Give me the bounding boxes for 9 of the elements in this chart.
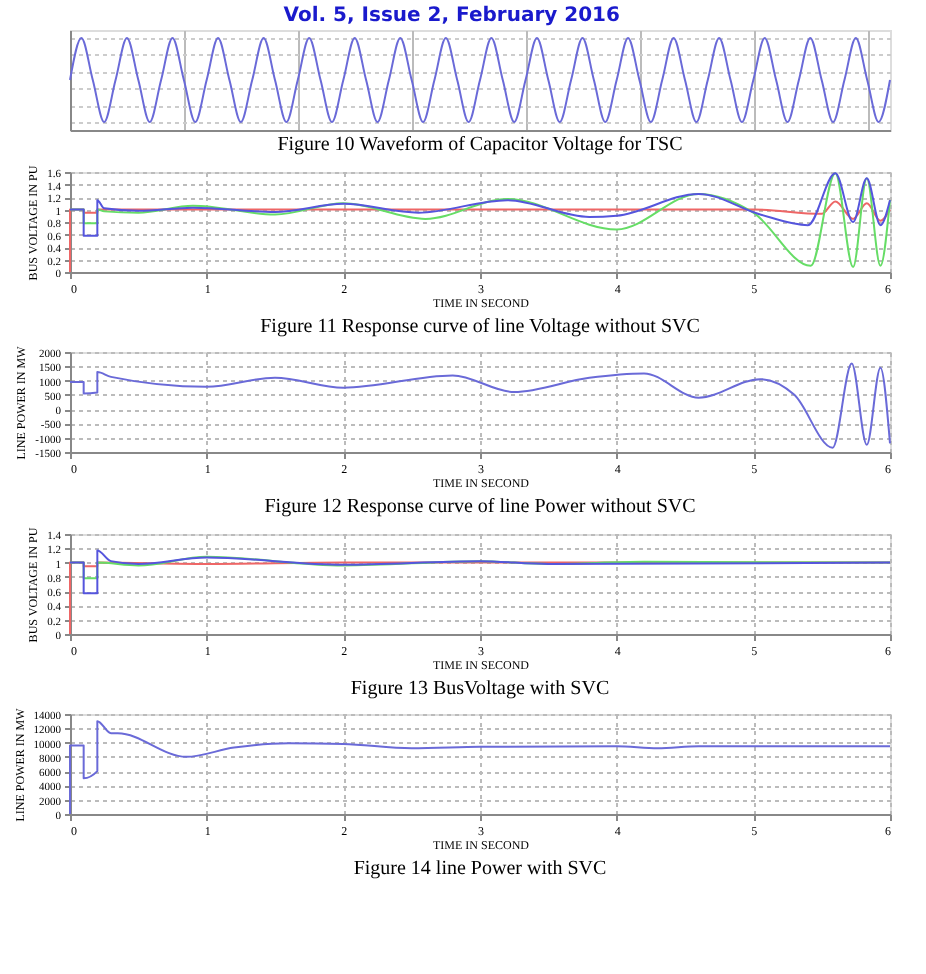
line-series (69, 720, 891, 815)
text: Figure 12 Response curve of line Power without SVC (264, 496, 697, 518)
text: Figure 11 Response curve of line Voltage without SVC (260, 316, 701, 338)
text: Vol. 5, Issue 2, February 2016 (283, 5, 621, 27)
line-series (69, 549, 891, 595)
text: Figure 10 Waveform of Capacitor Voltage for TSC (277, 134, 684, 156)
text: Figure 13 BusVoltage with SVC (350, 678, 610, 700)
line-series (69, 362, 891, 449)
text: Figure 14 line Power with SVC (353, 858, 608, 880)
